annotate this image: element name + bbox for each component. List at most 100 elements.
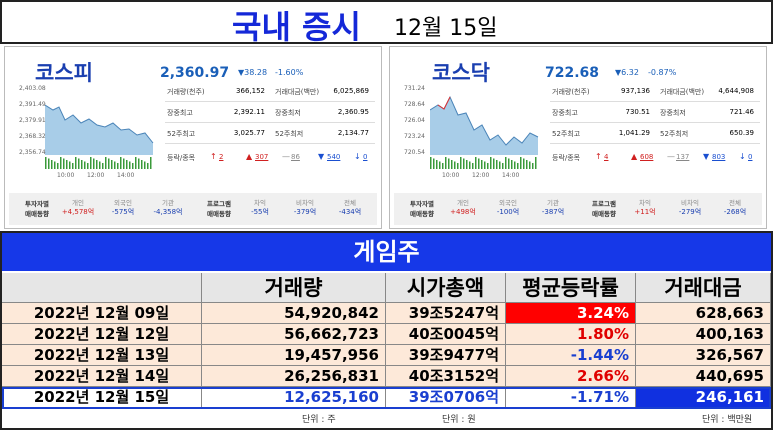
chart-y-label: 2,356.74 — [19, 149, 46, 156]
kospi-panel: 코스피 2,360.97 ▼38.28 -1.60% 2,403.08 2,391.49 2… — [4, 46, 382, 229]
table-cell: 40조3152억 — [386, 366, 506, 387]
kosdaq-panel: 코스닥 722.68 ▼6.32 -0.87% 731.24 728.64 726.04 72… — [389, 46, 767, 229]
stat-divider — [165, 143, 375, 144]
table-cell: 39조9477억 — [386, 345, 506, 366]
breadth-symbol: ▼ — [318, 152, 325, 161]
table-cell: 26,256,831 — [202, 366, 386, 387]
investor-value: -575억 — [111, 208, 135, 216]
unit-label: 단위 : 원 — [442, 415, 476, 425]
table-title: 게임주 — [2, 233, 771, 271]
investor-value: +4,578억 — [61, 208, 95, 216]
stat-divider — [550, 122, 760, 123]
table-cell: 12,625,160 — [202, 387, 386, 408]
breadth-value: 2 — [219, 153, 224, 161]
group-label: 매매동향 — [25, 210, 49, 218]
column-header: 시가총액 — [386, 273, 506, 303]
chart-y-label: 728.64 — [404, 101, 425, 108]
table-cell: 39조5247억 — [386, 303, 506, 324]
breadth-symbol: — — [282, 152, 290, 161]
investor-value: +498억 — [450, 208, 476, 216]
breadth-value: 540 — [327, 153, 341, 161]
table-cell: -1.44% — [506, 345, 636, 366]
investor-bar — [394, 193, 762, 225]
column-header: 거래량 — [202, 273, 386, 303]
breadth-label: 등락/종목 — [552, 154, 581, 162]
stat-divider — [165, 101, 375, 102]
group-label: 투자자별 — [410, 200, 434, 208]
investor-value: -434억 — [338, 208, 362, 216]
breadth-label: 등락/종목 — [167, 154, 196, 162]
stat-divider — [165, 122, 375, 123]
unit-label: 단위 : 백만원 — [702, 415, 753, 425]
investor-value: -379억 — [293, 208, 317, 216]
investor-bar — [9, 193, 377, 225]
chart-x-label: 10:00 — [442, 172, 460, 179]
column-header: 평균등락률 — [506, 273, 636, 303]
stat-label: 52주최고 — [552, 130, 581, 138]
investor-label: 외국인 — [114, 199, 132, 207]
table-cell: 56,662,723 — [202, 324, 386, 345]
breadth-symbol: ▼ — [703, 152, 710, 161]
stat-value: 730.51 — [625, 108, 651, 116]
table-cell: 1.80% — [506, 324, 636, 345]
stat-value: 937,136 — [621, 87, 650, 95]
stat-value: 366,152 — [236, 87, 265, 95]
breadth-value: 803 — [712, 153, 726, 161]
breadth-symbol: ↑ — [210, 152, 217, 161]
stat-label: 52주최저 — [275, 130, 304, 138]
chart-y-label: 2,379.91 — [19, 117, 46, 124]
chart-x-label: 14:00 — [502, 172, 520, 179]
table-cell: 2.66% — [506, 366, 636, 387]
stat-divider — [550, 101, 760, 102]
group-label: 프로그램 — [207, 200, 231, 208]
breadth-value: 4 — [604, 153, 609, 161]
stat-label: 52주최고 — [167, 130, 196, 138]
stat-value: 721.46 — [729, 108, 755, 116]
investor-value: -387억 — [541, 208, 565, 216]
stat-value: 1,041.29 — [618, 129, 650, 137]
stat-value: 2,360.95 — [337, 108, 369, 116]
group-label: 매매동향 — [207, 210, 231, 218]
chart-y-label: 726.04 — [404, 117, 425, 124]
stat-label: 거래대금(백만) — [275, 88, 320, 96]
breadth-value: 0 — [748, 153, 753, 161]
index-name: 코스피 — [35, 61, 93, 85]
investor-value: -268억 — [723, 208, 747, 216]
change: ▼38.28 — [238, 68, 268, 77]
table-cell: 2022년 12월 09일 — [2, 303, 202, 324]
change-pct: -0.87% — [648, 68, 677, 77]
stat-value: 2,392.11 — [233, 108, 265, 116]
group-label: 매매동향 — [592, 210, 616, 218]
breadth-symbol: ↓ — [739, 152, 746, 161]
price: 2,360.97 — [160, 65, 230, 81]
unit-label: 단위 : 주 — [302, 415, 336, 425]
date: 12월 15일 — [394, 16, 498, 41]
mini-chart — [45, 104, 154, 169]
investor-label: 전체 — [729, 199, 741, 207]
breadth-symbol: ↑ — [595, 152, 602, 161]
investor-label: 차익 — [254, 199, 266, 207]
investor-value: +11억 — [634, 208, 656, 216]
mini-chart — [430, 95, 539, 169]
chart-y-label: 2,403.08 — [19, 85, 46, 92]
investor-label: 차익 — [639, 199, 651, 207]
selected-row-outline — [2, 387, 771, 409]
table-cell: 40조0045억 — [386, 324, 506, 345]
stat-label: 52주최저 — [660, 130, 689, 138]
investor-label: 전체 — [344, 199, 356, 207]
chart-x-label: 12:00 — [87, 172, 105, 179]
stat-label: 장중최저 — [660, 109, 686, 117]
change-pct: -1.60% — [275, 68, 304, 77]
investor-label: 외국인 — [499, 199, 517, 207]
table-cell: 440,695 — [636, 366, 771, 387]
investor-value: -4,358억 — [153, 208, 183, 216]
index-name: 코스닥 — [432, 61, 490, 85]
table-cell: 3.24% — [506, 303, 636, 324]
table-cell: 2022년 12월 13일 — [2, 345, 202, 366]
investor-label: 비차익 — [681, 199, 699, 207]
stat-value: 3,025.77 — [233, 129, 265, 137]
investor-label: 개인 — [457, 199, 469, 207]
chart-y-label: 731.24 — [404, 85, 425, 92]
breadth-value: 137 — [676, 153, 690, 161]
